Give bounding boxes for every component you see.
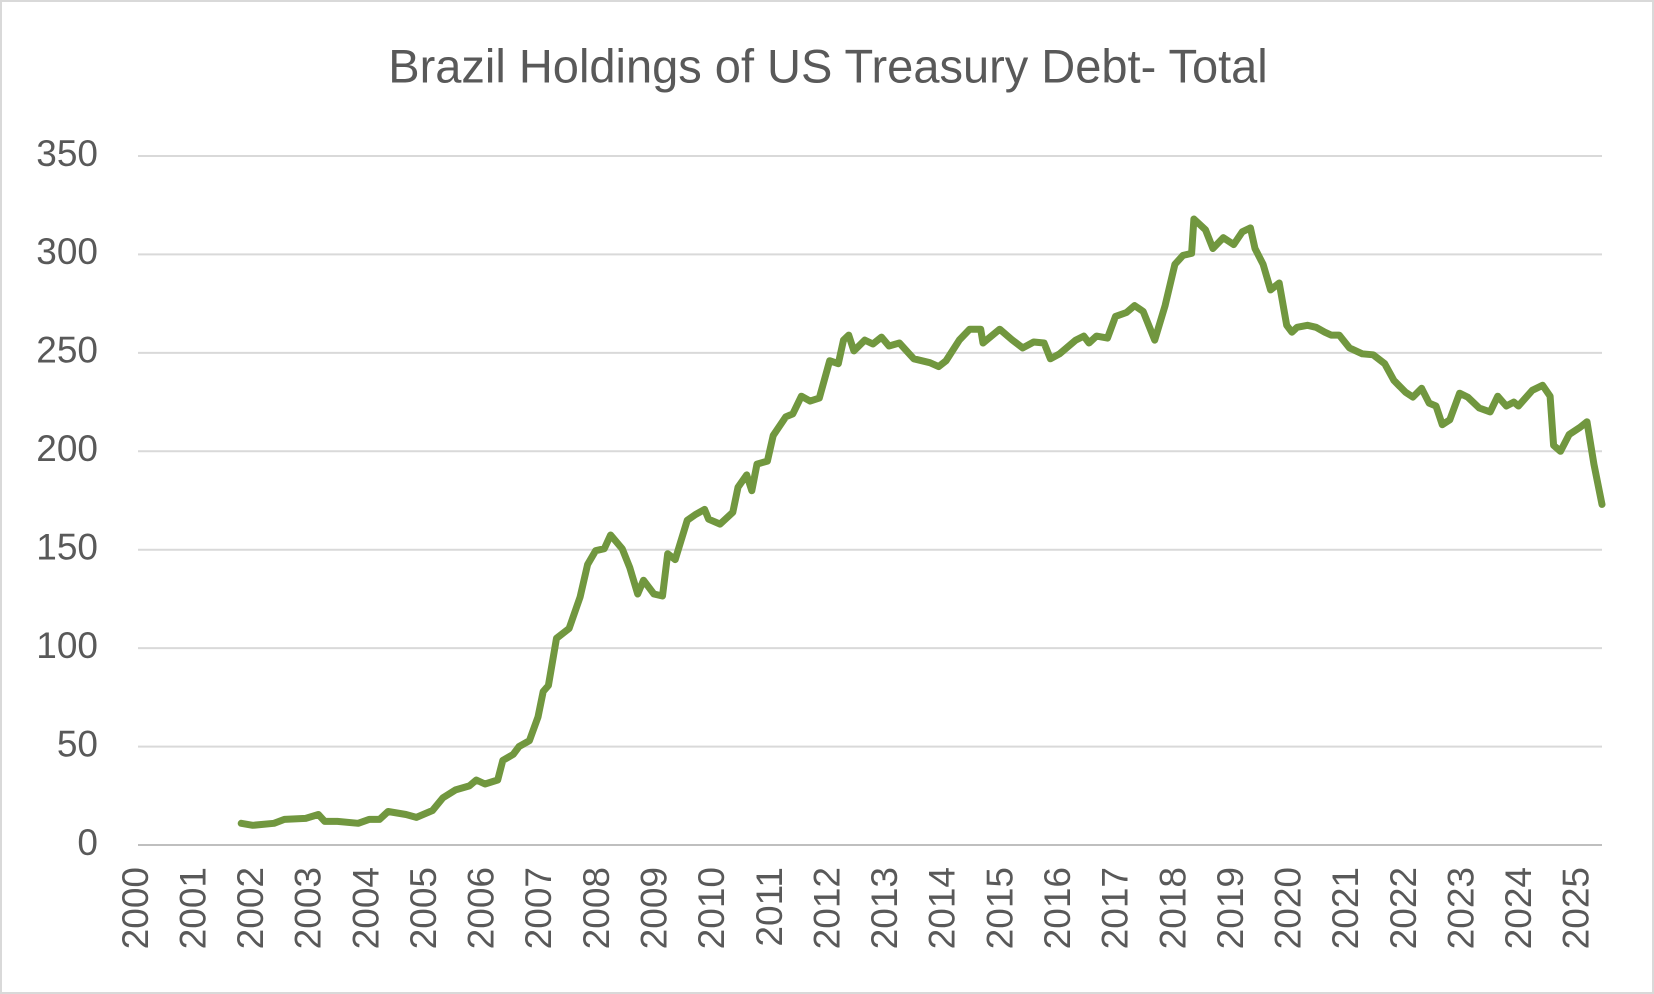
y-tick-label: 50 <box>57 723 98 764</box>
y-tick-label: 100 <box>36 625 98 666</box>
chart-title: Brazil Holdings of US Treasury Debt- Tot… <box>388 39 1267 92</box>
x-tick-label: 2019 <box>1210 867 1251 949</box>
x-tick-label: 2008 <box>576 867 617 949</box>
x-tick-label: 2012 <box>806 867 847 949</box>
x-tick-label: 2003 <box>288 867 329 949</box>
y-tick-label: 300 <box>36 231 98 272</box>
x-tick-label: 2001 <box>172 867 213 949</box>
x-tick-label: 2004 <box>345 867 386 949</box>
x-tick-label: 2021 <box>1325 867 1366 949</box>
x-tick-label: 2020 <box>1268 867 1309 949</box>
x-tick-label: 2011 <box>749 867 790 947</box>
x-tick-label: 2005 <box>403 867 444 949</box>
x-tick-label: 2009 <box>634 867 675 949</box>
x-tick-label: 2022 <box>1383 867 1424 949</box>
x-tick-label: 2013 <box>864 867 905 949</box>
x-tick-label: 2010 <box>691 867 732 949</box>
x-tick-label: 2002 <box>230 867 271 949</box>
x-tick-label: 2007 <box>518 867 559 949</box>
x-tick-label: 2016 <box>1037 867 1078 949</box>
x-tick-label: 2025 <box>1556 867 1597 949</box>
y-tick-label: 350 <box>36 133 98 174</box>
y-tick-label: 250 <box>36 330 98 371</box>
x-tick-label: 2014 <box>922 867 963 949</box>
x-tick-label: 2017 <box>1095 867 1136 949</box>
x-tick-label: 2015 <box>979 867 1020 949</box>
x-tick-label: 2023 <box>1440 867 1481 949</box>
y-tick-label: 0 <box>77 822 98 863</box>
x-tick-label: 2006 <box>461 867 502 949</box>
y-tick-label: 200 <box>36 428 98 469</box>
x-tick-label: 2018 <box>1152 867 1193 949</box>
x-tick-label: 2000 <box>115 867 156 949</box>
x-tick-label: 2024 <box>1498 867 1539 949</box>
y-tick-label: 150 <box>36 526 98 567</box>
data-line <box>237 215 1606 829</box>
